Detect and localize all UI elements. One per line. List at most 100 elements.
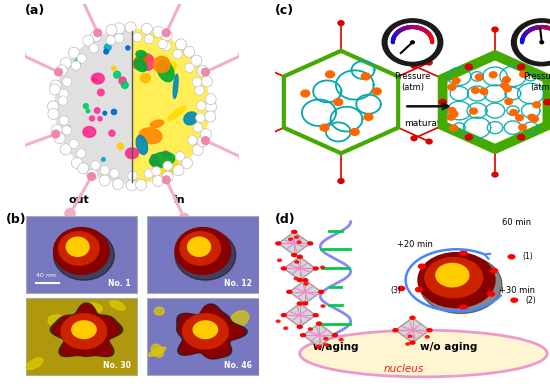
Circle shape — [158, 40, 167, 49]
Circle shape — [102, 158, 105, 161]
Circle shape — [90, 116, 95, 121]
Circle shape — [410, 341, 415, 344]
Circle shape — [48, 108, 59, 120]
Ellipse shape — [91, 73, 104, 84]
Circle shape — [94, 29, 102, 36]
Circle shape — [126, 46, 130, 50]
Circle shape — [448, 84, 455, 90]
Ellipse shape — [134, 53, 149, 69]
Polygon shape — [183, 314, 228, 349]
Circle shape — [197, 101, 206, 111]
Ellipse shape — [157, 60, 174, 82]
Circle shape — [492, 172, 498, 177]
Circle shape — [128, 171, 138, 180]
Circle shape — [292, 230, 297, 233]
Ellipse shape — [139, 128, 162, 144]
Circle shape — [276, 242, 281, 245]
Circle shape — [338, 21, 344, 26]
Circle shape — [411, 136, 417, 141]
Circle shape — [54, 68, 62, 76]
Circle shape — [202, 68, 210, 76]
Circle shape — [292, 253, 297, 256]
Circle shape — [518, 64, 525, 69]
Ellipse shape — [136, 50, 146, 58]
Circle shape — [531, 116, 538, 122]
Circle shape — [411, 63, 417, 68]
Circle shape — [297, 279, 302, 282]
Circle shape — [97, 89, 104, 96]
Circle shape — [59, 116, 69, 125]
Circle shape — [92, 78, 96, 81]
FancyBboxPatch shape — [26, 217, 137, 293]
Circle shape — [510, 109, 518, 116]
Circle shape — [406, 343, 410, 345]
Circle shape — [109, 130, 115, 136]
Ellipse shape — [419, 255, 502, 314]
Ellipse shape — [136, 135, 147, 154]
Ellipse shape — [163, 151, 170, 159]
Circle shape — [99, 175, 110, 186]
Circle shape — [448, 107, 456, 114]
Circle shape — [71, 61, 80, 70]
Circle shape — [68, 47, 80, 58]
Circle shape — [317, 322, 321, 325]
Circle shape — [91, 161, 100, 170]
Circle shape — [419, 264, 426, 268]
Text: 40 nm: 40 nm — [36, 273, 56, 278]
Ellipse shape — [153, 56, 170, 73]
Circle shape — [200, 129, 211, 140]
Polygon shape — [177, 304, 247, 359]
Ellipse shape — [125, 148, 139, 159]
Circle shape — [250, 60, 256, 65]
Ellipse shape — [151, 154, 161, 169]
Text: +30 min: +30 min — [499, 286, 535, 296]
FancyBboxPatch shape — [147, 298, 258, 375]
Circle shape — [460, 251, 467, 255]
Circle shape — [475, 74, 483, 80]
Ellipse shape — [66, 237, 89, 256]
Text: (2): (2) — [525, 296, 536, 305]
Circle shape — [519, 125, 526, 130]
Circle shape — [184, 46, 195, 57]
Circle shape — [111, 109, 117, 114]
Circle shape — [326, 71, 334, 78]
Text: (a): (a) — [25, 4, 46, 17]
Circle shape — [152, 175, 163, 187]
Circle shape — [426, 139, 432, 144]
Circle shape — [112, 66, 116, 70]
Circle shape — [297, 241, 301, 243]
Circle shape — [163, 161, 172, 170]
Circle shape — [393, 329, 398, 332]
Circle shape — [58, 96, 68, 105]
Ellipse shape — [92, 340, 109, 351]
Circle shape — [125, 22, 136, 33]
Circle shape — [106, 36, 116, 45]
Circle shape — [505, 99, 513, 104]
Circle shape — [295, 261, 299, 263]
Ellipse shape — [418, 253, 495, 308]
Circle shape — [460, 305, 467, 309]
Circle shape — [411, 41, 414, 44]
Circle shape — [382, 19, 443, 66]
Circle shape — [196, 113, 205, 123]
Circle shape — [78, 163, 89, 174]
Ellipse shape — [175, 228, 230, 274]
Circle shape — [426, 60, 432, 65]
Circle shape — [197, 66, 208, 77]
Circle shape — [52, 130, 59, 138]
Circle shape — [334, 99, 343, 106]
Wedge shape — [132, 29, 209, 184]
Circle shape — [287, 290, 292, 293]
Circle shape — [284, 327, 288, 329]
Circle shape — [112, 178, 124, 190]
Circle shape — [175, 152, 185, 161]
Circle shape — [114, 23, 125, 34]
Circle shape — [301, 90, 310, 97]
Text: (c): (c) — [275, 4, 294, 17]
Circle shape — [185, 63, 194, 73]
Polygon shape — [284, 257, 316, 280]
Ellipse shape — [26, 358, 43, 369]
Circle shape — [98, 117, 102, 121]
Text: in: in — [173, 195, 185, 205]
Ellipse shape — [148, 347, 166, 356]
